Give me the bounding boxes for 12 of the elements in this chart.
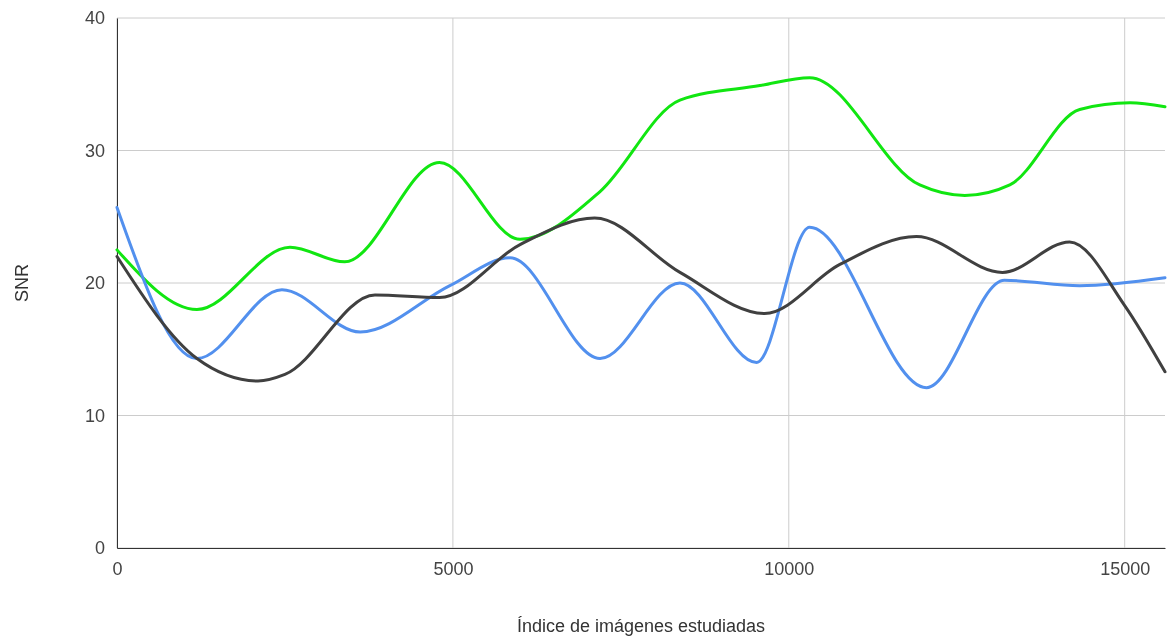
y-tick-label: 20 [84, 273, 105, 294]
y-axis-title: SNR [12, 263, 32, 303]
line-series [115, 76, 1167, 311]
y-tick-label: 30 [84, 140, 105, 161]
x-tick-label: 5000 [433, 558, 474, 579]
x-axis-title: Índice de imágenes estudiadas [516, 616, 766, 636]
x-tick-label: 15000 [1100, 558, 1151, 579]
y-tick-label: 10 [84, 405, 105, 426]
y-tick-label: 0 [94, 538, 105, 559]
x-tick-label: 10000 [764, 558, 815, 579]
y-tick-label: 40 [84, 8, 105, 29]
x-tick-label: 0 [112, 558, 123, 579]
